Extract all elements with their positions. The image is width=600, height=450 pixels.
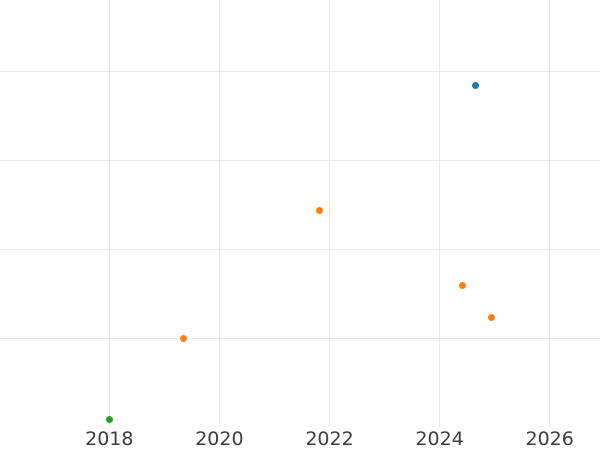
x-tick-label: 2024: [415, 428, 464, 450]
gridline-horizontal: [0, 338, 600, 339]
x-tick-label: 2026: [525, 428, 574, 450]
gridline-vertical: [549, 0, 551, 427]
x-tick-label: 2022: [305, 428, 354, 450]
gridline-vertical: [108, 0, 110, 427]
gridline-horizontal: [0, 71, 600, 72]
scatter-point-orange-series: [179, 334, 187, 342]
scatter-point-green-series: [105, 415, 113, 423]
scatter-point-blue-series: [471, 81, 479, 89]
gridline-vertical: [439, 0, 441, 427]
scatter-point-orange-series: [488, 313, 496, 321]
x-tick-label: 2018: [85, 428, 134, 450]
gridline-vertical: [218, 0, 220, 427]
gridline-horizontal: [0, 249, 600, 250]
gridline-vertical: [329, 0, 330, 427]
gridline-horizontal: [0, 160, 600, 161]
scatter-point-orange-series: [316, 206, 324, 214]
x-tick-label: 2020: [195, 428, 244, 450]
scatter-point-orange-series: [459, 281, 467, 289]
